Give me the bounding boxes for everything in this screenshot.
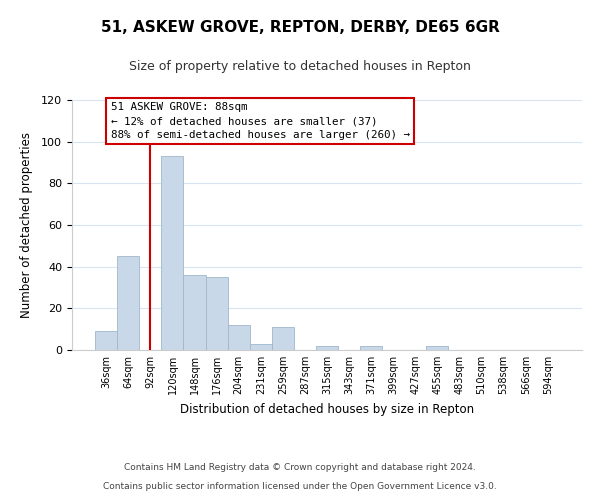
Bar (316, 346, 338, 350)
X-axis label: Distribution of detached houses by size in Repton: Distribution of detached houses by size … (180, 402, 474, 415)
Bar (161, 156, 184, 350)
Bar (272, 327, 294, 350)
Text: Contains HM Land Registry data © Crown copyright and database right 2024.: Contains HM Land Registry data © Crown c… (124, 464, 476, 472)
Bar (184, 275, 206, 350)
Text: Size of property relative to detached houses in Repton: Size of property relative to detached ho… (129, 60, 471, 73)
Text: 51, ASKEW GROVE, REPTON, DERBY, DE65 6GR: 51, ASKEW GROVE, REPTON, DERBY, DE65 6GR (101, 20, 499, 35)
Bar (117, 256, 139, 350)
Bar (227, 325, 250, 350)
Bar (360, 346, 382, 350)
Bar (95, 331, 117, 350)
Y-axis label: Number of detached properties: Number of detached properties (20, 132, 33, 318)
Text: Contains public sector information licensed under the Open Government Licence v3: Contains public sector information licen… (103, 482, 497, 491)
Bar (427, 346, 448, 350)
Bar (250, 344, 272, 350)
Bar (206, 277, 227, 350)
Text: 51 ASKEW GROVE: 88sqm
← 12% of detached houses are smaller (37)
88% of semi-deta: 51 ASKEW GROVE: 88sqm ← 12% of detached … (110, 102, 410, 140)
